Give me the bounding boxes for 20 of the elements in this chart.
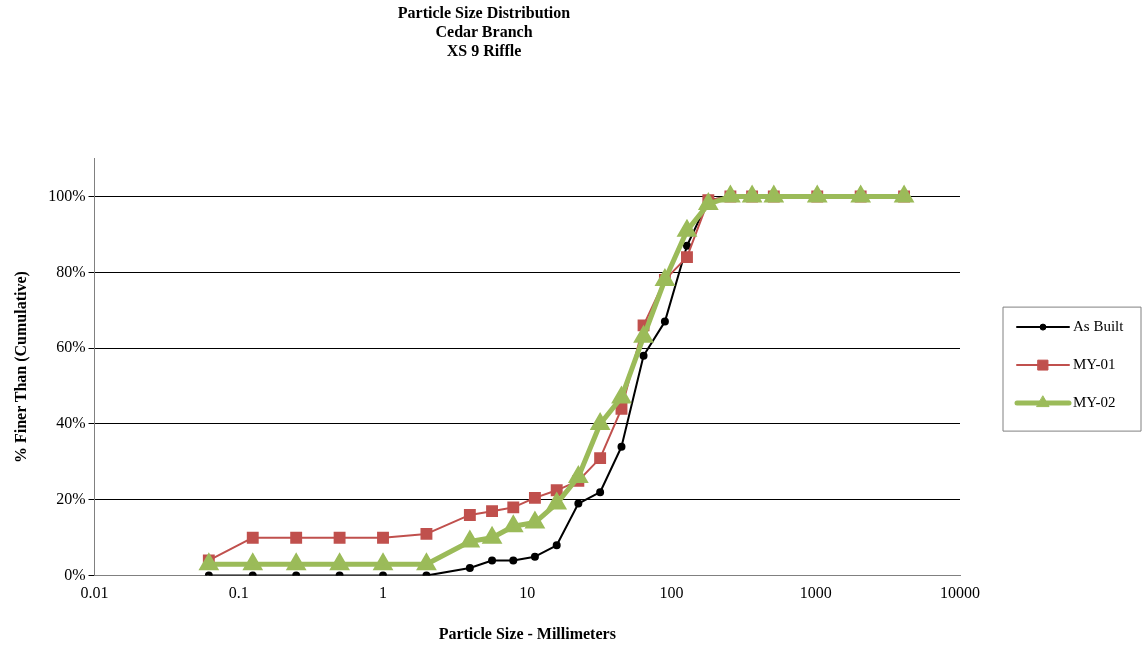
x-axis-title: Particle Size - Millimeters <box>438 624 616 642</box>
y-tick-label: 20% <box>56 489 86 507</box>
x-tick-label: 10000 <box>940 584 980 602</box>
y-tick-label: 100% <box>48 186 86 204</box>
y-axis-title: % Finer Than (Cumulative) <box>11 271 30 464</box>
x-tick-label: 1000 <box>799 584 832 602</box>
legend-label: MY-02 <box>1073 394 1116 411</box>
legend-label: As Built <box>1073 318 1125 335</box>
y-tick-label: 80% <box>56 262 86 280</box>
legend-label: MY-01 <box>1073 356 1116 373</box>
y-tick-label: 0% <box>64 565 86 583</box>
x-tick-label: 100 <box>659 584 684 602</box>
y-tick-label: 60% <box>56 338 86 356</box>
x-tick-label: 0.1 <box>228 584 249 602</box>
chart-title: Particle Size Distribution <box>397 3 571 21</box>
chart-subtitle: Cedar Branch XS 9 Riffle <box>435 22 533 60</box>
x-tick-label: 1 <box>379 584 388 602</box>
x-tick-label: 10 <box>519 584 536 602</box>
x-tick-label: 0.01 <box>80 584 109 602</box>
y-tick-label: 40% <box>56 414 86 432</box>
